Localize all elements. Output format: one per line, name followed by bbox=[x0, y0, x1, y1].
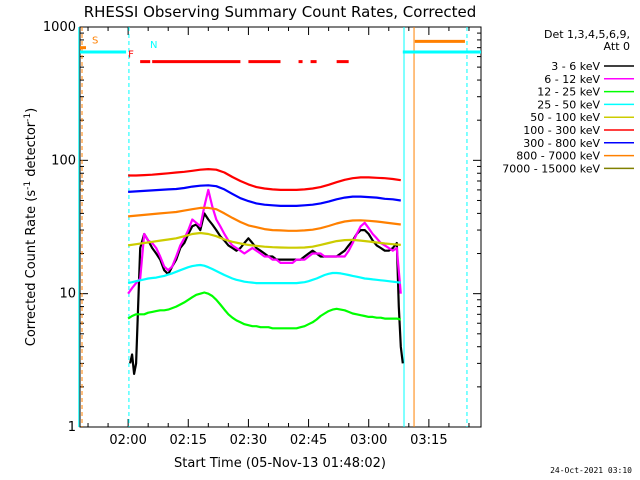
series-line-0 bbox=[129, 212, 404, 375]
legend-label: 3 - 6 keV bbox=[551, 60, 600, 73]
series-line-7 bbox=[127, 206, 401, 232]
x-axis-label: Start Time (05-Nov-13 01:48:02) bbox=[174, 456, 386, 471]
y-axis: 1 10 100 1000 bbox=[43, 20, 481, 435]
y-tick-label: 1 bbox=[68, 420, 76, 435]
x-tick-label: 02:15 bbox=[170, 433, 207, 448]
legend-label: 25 - 50 keV bbox=[537, 98, 600, 111]
x-tick-label: 02:00 bbox=[109, 433, 146, 448]
y-tick-label: 1000 bbox=[43, 20, 76, 35]
x-tick-label: 03:00 bbox=[350, 433, 387, 448]
legend-label: 7000 - 15000 keV bbox=[502, 162, 600, 175]
footer-date: 24-Oct-2021 03:10 bbox=[550, 466, 632, 475]
x-tick-label: 03:15 bbox=[410, 433, 447, 448]
y-tick-label: 100 bbox=[51, 153, 76, 168]
legend-label: 300 - 800 keV bbox=[523, 137, 600, 150]
legend-title-line-1: Det 1,3,4,5,6,9, bbox=[544, 28, 630, 41]
y-tick-label: 10 bbox=[59, 287, 76, 302]
legend-title-line-2: Att 0 bbox=[604, 40, 630, 53]
x-tick-label: 02:30 bbox=[230, 433, 267, 448]
legend-label: 100 - 300 keV bbox=[523, 124, 600, 137]
series-line-6 bbox=[128, 184, 401, 207]
legend-label: 6 - 12 keV bbox=[544, 73, 600, 86]
legend-label: 12 - 25 keV bbox=[537, 86, 600, 99]
vertical-markers bbox=[78, 27, 468, 427]
saa-flag-label: S bbox=[92, 36, 98, 47]
series-line-2 bbox=[127, 291, 402, 330]
legend-label: 800 - 7000 keV bbox=[516, 150, 600, 163]
series-line-4 bbox=[127, 231, 401, 249]
y-axis-label: Corrected Count Rate (s-1 detector-1) bbox=[23, 108, 39, 346]
series-lines bbox=[127, 168, 404, 375]
x-tick-label: 02:45 bbox=[290, 433, 327, 448]
series-line-5 bbox=[128, 168, 401, 191]
chart-title: RHESSI Observing Summary Count Rates, Co… bbox=[84, 3, 477, 21]
x-axis: 02:00 02:15 02:30 02:45 03:00 03:15 bbox=[87, 27, 470, 448]
plot-frame bbox=[79, 26, 482, 428]
series-line-1 bbox=[127, 188, 402, 295]
flare-flag-label: F bbox=[128, 50, 134, 61]
legend-label: 50 - 100 keV bbox=[530, 111, 600, 124]
night-flag-label: N bbox=[150, 40, 157, 51]
series-line-3 bbox=[127, 263, 401, 285]
flag-bars: S N F bbox=[80, 36, 481, 64]
